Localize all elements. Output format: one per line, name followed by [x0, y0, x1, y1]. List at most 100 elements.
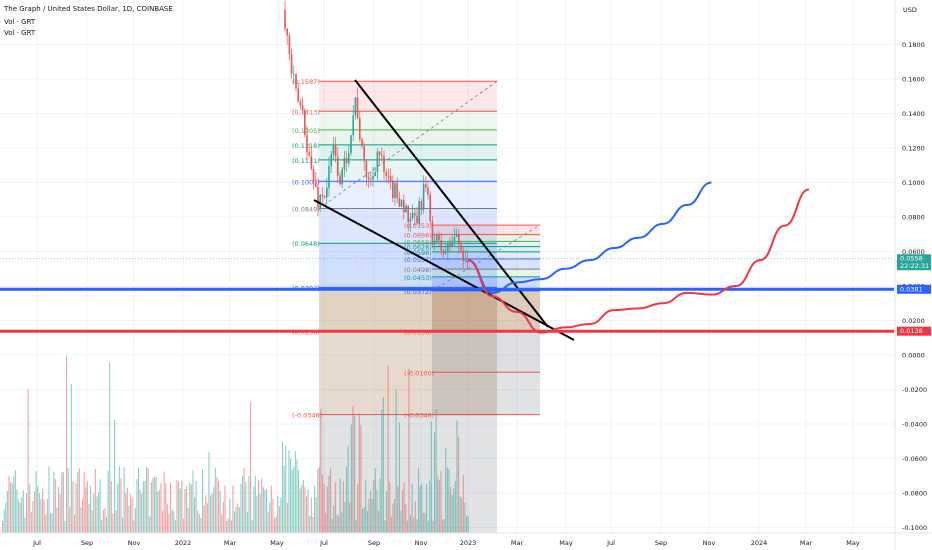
volume-bar	[170, 482, 172, 533]
symbol-title[interactable]: The Graph / United States Dollar, 1D, CO…	[4, 5, 173, 13]
volume-bar	[35, 471, 37, 533]
candle-body	[308, 152, 310, 157]
candle-body	[354, 97, 357, 116]
volume-bar	[128, 506, 130, 533]
volume-bar	[390, 516, 392, 533]
volume-bar	[243, 467, 245, 533]
price-axis[interactable]: USD 0.1800 0.1600 0.1400 0.1200 0.1000 0.0800 0…	[894, 0, 932, 550]
time-tick-label: May	[559, 539, 573, 547]
fib-small-level-label: (0.0628)	[404, 244, 432, 252]
volume-bar	[98, 492, 100, 533]
time-tick-label: Nov	[703, 539, 716, 547]
volume-bar	[115, 510, 117, 533]
volume-bar	[189, 483, 191, 533]
candle-body	[398, 198, 401, 207]
volume-bar	[85, 486, 87, 533]
volume-bar	[302, 480, 304, 533]
volume-bar	[18, 500, 20, 533]
volume-bar	[181, 480, 183, 533]
volume-bar	[285, 445, 287, 533]
candle-body	[319, 194, 321, 208]
time-tick-label: Jul	[606, 539, 615, 547]
candle-body	[411, 212, 414, 219]
price-tag-label: 0.0381	[900, 285, 923, 293]
fib-small-band	[432, 276, 540, 291]
price-tick-label: 0.1400	[902, 110, 925, 118]
volume-bar	[149, 516, 151, 533]
volume-bar	[451, 494, 453, 533]
volume-bar	[374, 468, 376, 533]
fib-large-level-label: (0.1305)	[292, 127, 320, 135]
volume-bar	[346, 466, 348, 533]
candle-body	[392, 180, 394, 199]
time-tick-label: Jul	[319, 539, 328, 547]
fib-small-level-label: (0.0659)	[404, 238, 432, 246]
volume-bar	[267, 512, 269, 533]
volume-bar	[278, 505, 280, 533]
time-tick-label: Sep	[81, 539, 93, 547]
volume-bar	[226, 520, 228, 533]
candle-body	[378, 151, 381, 156]
volume-bar	[384, 520, 386, 533]
volume-bar	[331, 518, 333, 533]
volume-bar	[86, 481, 88, 533]
time-axis[interactable]: Jul Sep Nov 2022 Mar May Jul Sep Nov 2023 Mar May Ju…	[0, 532, 932, 547]
volume-indicator-label[interactable]: Vol · GRT	[4, 18, 36, 26]
fib-large-level-label: (0.1131)	[292, 157, 320, 165]
volume-bar	[309, 516, 311, 533]
volume-bar	[310, 497, 312, 533]
volume-bar	[398, 422, 400, 533]
volume-bar	[29, 484, 31, 533]
fib-retracement-drawings[interactable]: (0.1587) (0.1413) (0.1305) (0.1218) (0.1131)…	[292, 78, 541, 533]
candle-body	[376, 151, 379, 173]
candle-body	[352, 115, 354, 136]
volume-bar	[83, 472, 85, 533]
candle-body	[339, 175, 341, 185]
time-tick-label: Jul	[32, 539, 41, 547]
volume-bar	[318, 467, 320, 533]
volume-bar	[48, 466, 50, 533]
volume-bar	[67, 467, 69, 533]
volume-bar	[424, 512, 426, 533]
volume-bar	[378, 510, 380, 533]
volume-bar	[250, 401, 252, 533]
fib-small-level-label: (0.0372)	[404, 288, 432, 296]
price-tag-time: 22:22:31	[900, 262, 929, 270]
candle-body	[449, 243, 451, 248]
volume-bar	[336, 514, 338, 533]
volume-bar	[235, 507, 237, 533]
volume-indicator-label-2[interactable]: Vol · GRT	[4, 29, 36, 37]
volume-bar	[53, 472, 55, 533]
volume-bar	[144, 480, 146, 533]
candle-body	[306, 134, 308, 153]
volume-bar	[3, 509, 5, 533]
volume-bar	[245, 481, 247, 533]
volume-bar	[50, 513, 52, 533]
candle-body	[337, 156, 339, 176]
candle-body	[436, 234, 438, 242]
volume-bar	[133, 520, 135, 533]
fib-small-level-label: (0.0557)	[404, 256, 432, 264]
volume-bar	[194, 497, 196, 533]
volume-bar	[205, 495, 207, 533]
candle-body	[288, 35, 291, 55]
price-tick-label: 0.1600	[902, 76, 925, 84]
volume-bar	[338, 516, 340, 533]
volume-bar	[46, 498, 48, 533]
volume-bar	[259, 493, 261, 533]
volume-bar	[66, 356, 68, 533]
volume-bar	[163, 471, 165, 533]
volume-bar	[78, 468, 80, 533]
candle-body	[350, 135, 352, 154]
volume-bar	[16, 489, 18, 533]
candle-body	[442, 250, 445, 254]
volume-bar	[88, 503, 90, 533]
volume-bar	[155, 476, 157, 533]
volume-bar	[248, 476, 250, 533]
volume-bar	[173, 511, 175, 533]
volume-bar	[381, 409, 383, 533]
volume-bar	[224, 485, 226, 533]
trendline-drawings[interactable]	[0, 79, 894, 341]
volume-bar	[94, 468, 96, 533]
